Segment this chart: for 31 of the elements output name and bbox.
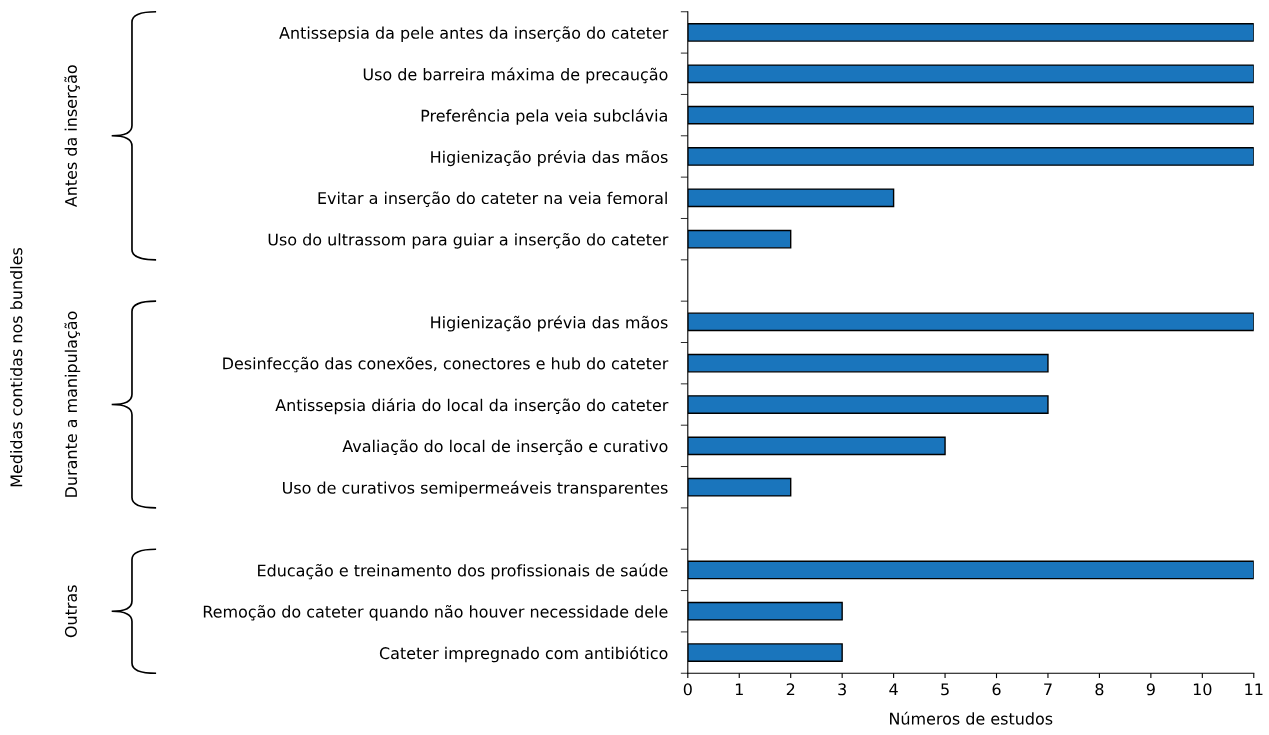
y-tick-label: Remoção do cateter quando não houver necessidade dele (203, 605, 668, 621)
x-tick-label: 10 (1193, 683, 1212, 696)
y-tick-label: Evitar a inserção do cateter na veia femoral (318, 191, 667, 207)
y-tick-label: Preferência pela veia subclávia (421, 108, 667, 125)
y-tick-label: Uso de barreira máxima de precaução (363, 67, 668, 84)
y-tick-label: Avaliação do local de inserção e curativo (342, 439, 668, 456)
y-tick-label: Uso do ultrassom para guiar a inserção do cateter (268, 232, 669, 249)
text: Outras (64, 585, 77, 638)
x-tick-label: 1 (735, 683, 743, 696)
text: Antes da inserção (64, 65, 80, 208)
x-tick-label: 0 (683, 683, 692, 696)
x-tick-label: 4 (889, 683, 898, 696)
y-tick-label: Higienização prévia das mãos (431, 315, 668, 332)
y-tick-label: Uso de curativos semipermeáveis transparentes (283, 480, 668, 497)
x-tick-label: 6 (992, 683, 1001, 696)
x-tick-label: 5 (941, 683, 949, 696)
y-tick-label: Antissepsia diária do local da inserção do cateter (275, 398, 669, 415)
text: Medidas contidas nos bundles (10, 247, 23, 487)
y-tick-label: Higienização prévia das mãos (431, 150, 668, 167)
y-tick-label: Educação e treinamento dos profissionais de saúde (258, 563, 668, 580)
x-axis-title: Números de estudos (890, 711, 1053, 725)
y-tick-label: Cateter impregnado com antibiótico (379, 646, 668, 663)
y-tick-label: Antissepsia da pele antes da inserção do cateter (279, 26, 669, 42)
x-tick-label: 2 (786, 683, 795, 696)
x-tick-label: 7 (1044, 683, 1052, 696)
x-tick-label: 8 (1095, 683, 1104, 696)
y-tick-label: Desinfecção das conexões, conectores e hub do cateter (223, 356, 669, 373)
x-tick-label: 9 (1146, 683, 1155, 696)
x-tick-label: 11 (1245, 683, 1263, 696)
text: Durante a manipulação (64, 311, 81, 497)
x-tick-label: 3 (838, 683, 846, 696)
